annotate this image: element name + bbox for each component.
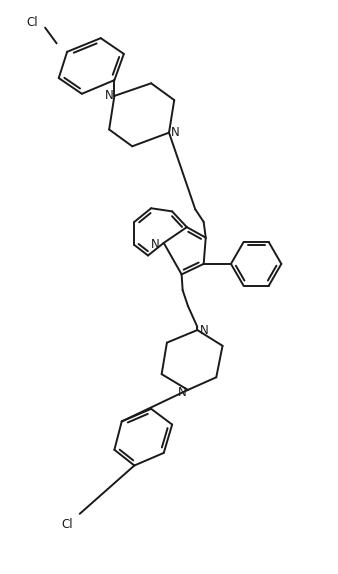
Text: N: N [200, 324, 209, 336]
Text: N: N [151, 239, 160, 251]
Text: Cl: Cl [61, 518, 73, 531]
Text: N: N [171, 126, 180, 139]
Text: N: N [105, 90, 114, 102]
Text: N: N [178, 386, 187, 398]
Text: Cl: Cl [27, 16, 38, 29]
